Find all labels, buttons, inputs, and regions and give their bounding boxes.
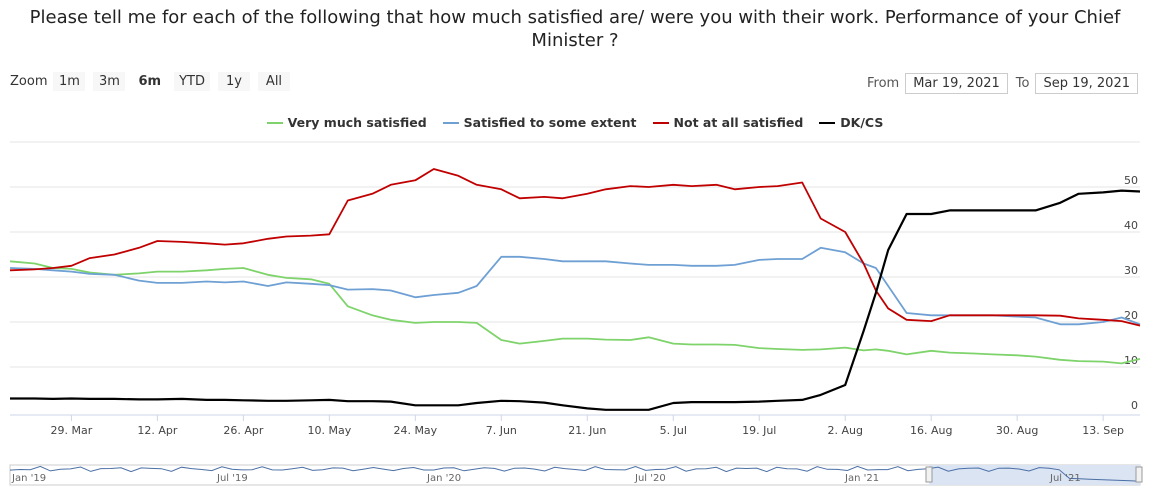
legend-swatch [442,121,459,124]
x-tick-label: 13. Sep [1082,424,1124,437]
range-selector: Zoom 1m 3m 6m YTD 1y All [10,72,298,91]
x-tick-label: 21. Jun [568,424,606,437]
chart-title-line2: Minister ? [531,30,619,51]
x-tick-label: 26. Apr [223,424,263,437]
x-tick-label: 16. Aug [910,424,952,437]
series-line-not-at-all-satisfied[interactable] [9,168,1141,327]
legend-label: Not at all satisfied [673,115,804,130]
legend-item-dk-cs[interactable]: DK/CS [819,115,883,130]
from-label: From [867,76,900,91]
legend-label: Satisfied to some extent [463,115,637,130]
x-tick-label: 29. Mar [51,424,93,437]
legend-swatch [652,121,669,124]
navigator-label: Jan '21 [844,473,879,484]
navigator-handle-left[interactable] [925,466,933,483]
navigator-label: Jul '20 [634,473,666,484]
zoom-6m-button[interactable]: 6m [133,72,167,91]
series-line-satisfied-to-some-extent[interactable] [9,246,1141,326]
navigator-selected-range[interactable] [929,465,1140,485]
zoom-label: Zoom [10,74,48,89]
series-line-dk-cs[interactable] [10,189,1141,411]
chart-title: Please tell me for each of the following… [0,6,1150,52]
series-line-very-much-satisfied[interactable] [9,260,1141,365]
zoom-1m-button[interactable]: 1m [53,72,86,91]
x-tick-label: 19. Jul [742,424,776,437]
navigator-label: Jan '20 [426,473,461,484]
x-tick-label: 7. Jun [486,424,517,437]
grid-lines [10,141,1140,416]
y-tick-label: 0 [1131,399,1138,412]
zoom-ytd-button[interactable]: YTD [174,72,210,91]
legend-swatch [819,121,836,124]
navigator-label: Jul '21 [1049,473,1081,484]
legend-label: Very much satisfied [287,115,427,130]
zoom-3m-button[interactable]: 3m [93,72,126,91]
x-tick-label: 12. Apr [137,424,177,437]
zoom-1y-button[interactable]: 1y [217,72,250,91]
series-lines [9,168,1141,411]
x-axis-ticks: 29. Mar 12. Apr 26. Apr 10. May 24. May 7. Ju… [51,415,1124,437]
legend-label: DK/CS [840,115,884,130]
from-date-input[interactable]: Mar 19, 2021 [905,73,1008,94]
y-tick-label: 50 [1124,174,1138,187]
navigator-label: Jan '19 [11,473,46,484]
to-label: To [1015,76,1030,91]
to-date-input[interactable]: Sep 19, 2021 [1035,73,1138,94]
navigator-handle-right[interactable] [1135,466,1143,483]
date-range: From Mar 19, 2021 To Sep 19, 2021 [859,73,1138,94]
legend-item-satisfied-to-some-extent[interactable]: Satisfied to some extent [442,115,637,130]
legend-swatch [266,121,283,124]
navigator-series [9,465,1141,482]
x-tick-label: 30. Aug [996,424,1038,437]
x-tick-label: 2. Aug [827,424,862,437]
x-tick-label: 24. May [393,424,437,437]
zoom-all-button[interactable]: All [257,72,290,91]
legend-item-very-much-satisfied[interactable]: Very much satisfied [266,115,427,130]
x-tick-label: 5. Jul [660,424,687,437]
chart-title-line1: Please tell me for each of the following… [29,7,1121,28]
legend-item-not-at-all-satisfied[interactable]: Not at all satisfied [652,115,804,130]
navigator: Jan '19 Jul '19 Jan '20 Jul '20 Jan '21 Jul '… [9,464,1143,486]
navigator-label: Jul '19 [216,473,248,484]
y-tick-label: 40 [1124,219,1138,232]
y-tick-label: 30 [1124,264,1138,277]
x-tick-label: 10. May [307,424,351,437]
legend: Very much satisfied Satisfied to some ex… [0,115,1150,130]
